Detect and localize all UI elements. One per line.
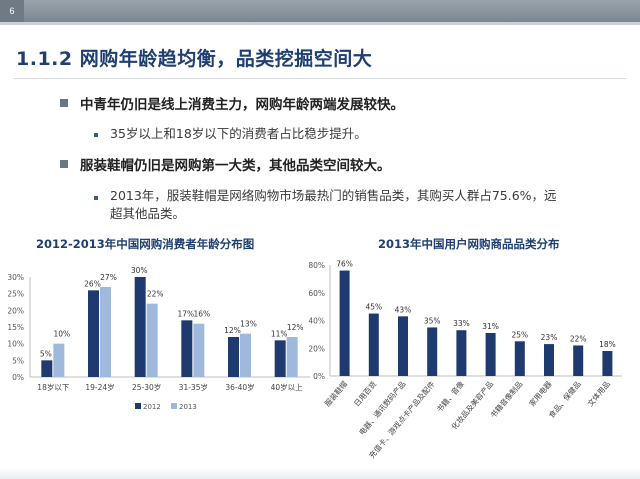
data-label: 12% (224, 326, 241, 335)
x-tick-label: 服装鞋帽 (322, 379, 349, 408)
bar-2012 (88, 290, 99, 377)
bar-2013 (146, 303, 158, 377)
bullet-square-icon (60, 99, 68, 107)
data-label: 22% (570, 334, 587, 343)
chart-2-title: 2013年中国用户网购商品品类分布 (378, 237, 560, 251)
data-label: 17% (177, 309, 194, 318)
legend-label-2012: 2012 (143, 403, 161, 411)
bar-category (427, 327, 438, 376)
bullet-1: 中青年仍旧是线上消费主力，网购年龄两端发展较快。 (80, 97, 404, 113)
y-tick-label: 20% (7, 306, 24, 315)
y-tick-label: 10% (7, 340, 24, 349)
top-header-band (0, 0, 640, 22)
data-label: 33% (453, 319, 470, 328)
data-label: 11% (271, 329, 288, 338)
chart-1-title: 2012-2013年中国网购消费者年龄分布图 (36, 237, 255, 251)
legend-swatch-2013 (171, 403, 177, 409)
y-tick-label: 0% (12, 373, 24, 382)
legend-label-2013: 2013 (179, 403, 197, 411)
sub-bullet-dot-icon (94, 196, 98, 200)
data-label: 5% (40, 349, 52, 358)
bar-2012 (181, 320, 193, 377)
bar-2013 (193, 323, 205, 377)
bar-category (485, 332, 496, 376)
bar-category (514, 341, 525, 376)
bar-2012 (134, 277, 146, 377)
data-label: 25% (511, 330, 528, 339)
data-label: 31% (482, 322, 499, 331)
data-label: 10% (53, 330, 70, 339)
bar-category (573, 345, 584, 376)
age-distribution-chart: 0% 5% 10% 15% 20% 25% 30% 5% 10% 18岁以下 26%27% 19-24… (7, 266, 310, 411)
x-tick-label: 18岁以下 (37, 382, 70, 392)
bar-category (339, 270, 350, 376)
data-label: 23% (541, 333, 558, 342)
y-tick-label: 15% (7, 323, 24, 332)
bar-category (602, 351, 613, 376)
bullet-2-sub-1: 2013年，服装鞋帽是网络购物市场最热门的销售品类，其购买人群占75.6%，远 (110, 188, 557, 203)
data-label: 45% (365, 303, 382, 312)
y-tick-label: 5% (12, 356, 24, 365)
bar-2013 (53, 343, 65, 377)
y-tick-label: 30% (7, 273, 24, 282)
x-tick-label: 书籍、音像 (434, 378, 466, 414)
x-tick-label: 40岁以上 (271, 382, 304, 392)
x-tick-label: 31-35岁 (179, 382, 208, 392)
bar-category (398, 316, 408, 376)
y-tick-label: 0% (313, 372, 325, 381)
bar-2012 (228, 337, 239, 377)
bullet-2-sub-2: 超其他品类。 (110, 206, 186, 221)
sub-bullet-dot-icon (94, 133, 98, 137)
legend-swatch-2012 (135, 403, 141, 409)
x-tick-label: 日用百货 (351, 378, 378, 408)
x-tick-label: 36-40岁 (225, 382, 254, 392)
bar-category (544, 344, 554, 376)
data-label: 13% (240, 320, 257, 329)
data-label: 12% (287, 323, 304, 332)
y-tick-label: 40% (308, 317, 325, 326)
data-label: 22% (147, 290, 164, 299)
bar-2013 (286, 337, 298, 377)
bar-2012 (274, 340, 286, 377)
x-tick-label: 文体用品 (585, 379, 612, 408)
data-label: 35% (424, 316, 441, 325)
data-label: 43% (395, 305, 412, 314)
page-number: 6 (0, 0, 24, 22)
data-label: 18% (599, 340, 616, 349)
y-tick-label: 60% (308, 289, 325, 298)
bullet-1-sub-1: 35岁以上和18岁以下的消费者占比稳步提升。 (110, 126, 367, 141)
title-divider (14, 78, 626, 79)
x-tick-label: 家用电器 (527, 378, 554, 408)
bullet-2: 服装鞋帽仍旧是网购第一大类，其他品类空间较大。 (80, 158, 391, 174)
data-label: 76% (336, 260, 353, 269)
y-tick-label: 80% (308, 261, 325, 270)
category-distribution-chart: 0%20%40%60%80% 76%服装鞋帽45%日用百货43%电器、通讯数码产品… (308, 260, 622, 460)
slide-title: 1.1.2 网购年龄趋均衡，品类挖掘空间大 (16, 48, 373, 70)
bar-2012 (41, 360, 53, 377)
y-tick-label: 25% (7, 290, 24, 299)
x-tick-label: 25-30岁 (132, 382, 161, 392)
footer-band (0, 468, 640, 479)
y-tick-label: 20% (308, 344, 325, 353)
data-label: 30% (131, 266, 148, 275)
bar-2013 (240, 333, 251, 377)
data-label: 27% (100, 273, 117, 282)
x-tick-label: 19-24岁 (85, 382, 114, 392)
bullet-square-icon (60, 160, 68, 168)
data-label: 26% (84, 279, 101, 288)
header-divider (0, 22, 640, 25)
bar-category (368, 313, 379, 376)
bar-category (456, 330, 467, 376)
data-label: 16% (193, 310, 210, 319)
bar-2013 (100, 287, 111, 377)
